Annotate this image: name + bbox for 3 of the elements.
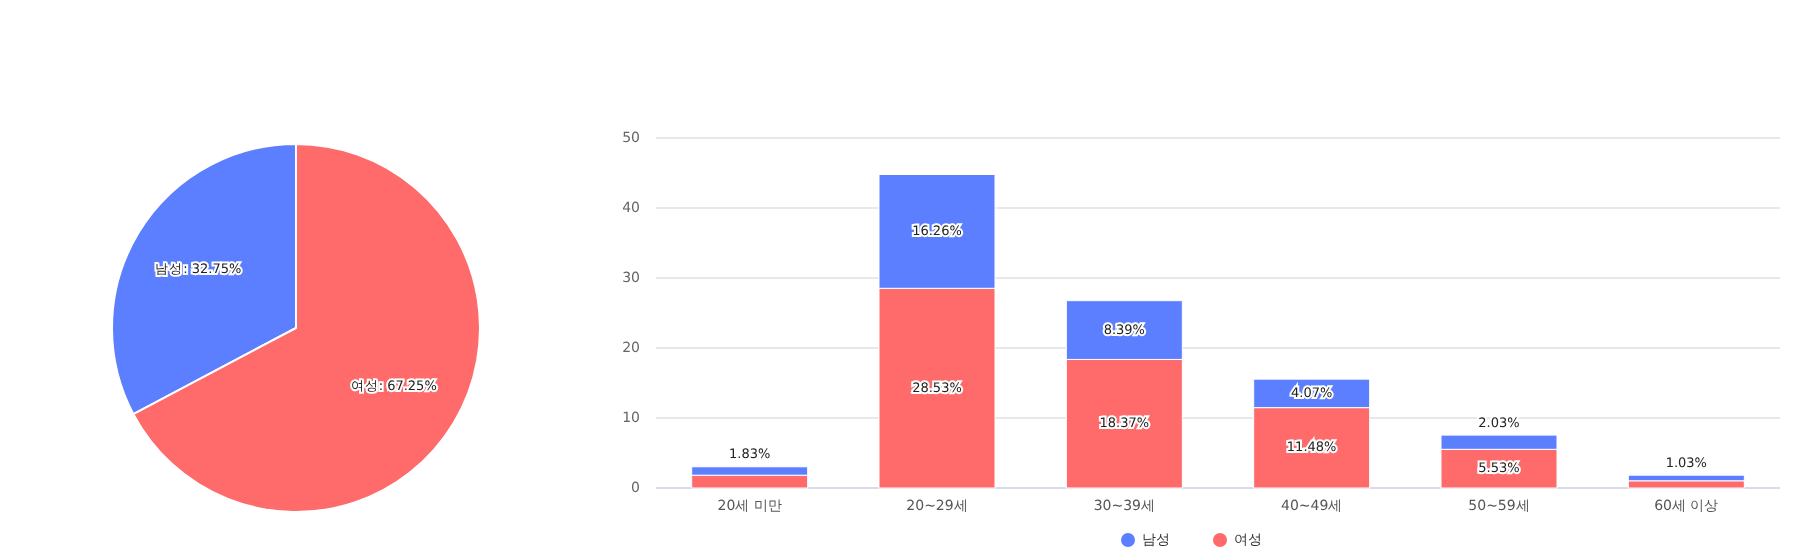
bar — [691, 474, 809, 489]
bar — [1627, 474, 1745, 482]
bar — [1627, 480, 1745, 489]
